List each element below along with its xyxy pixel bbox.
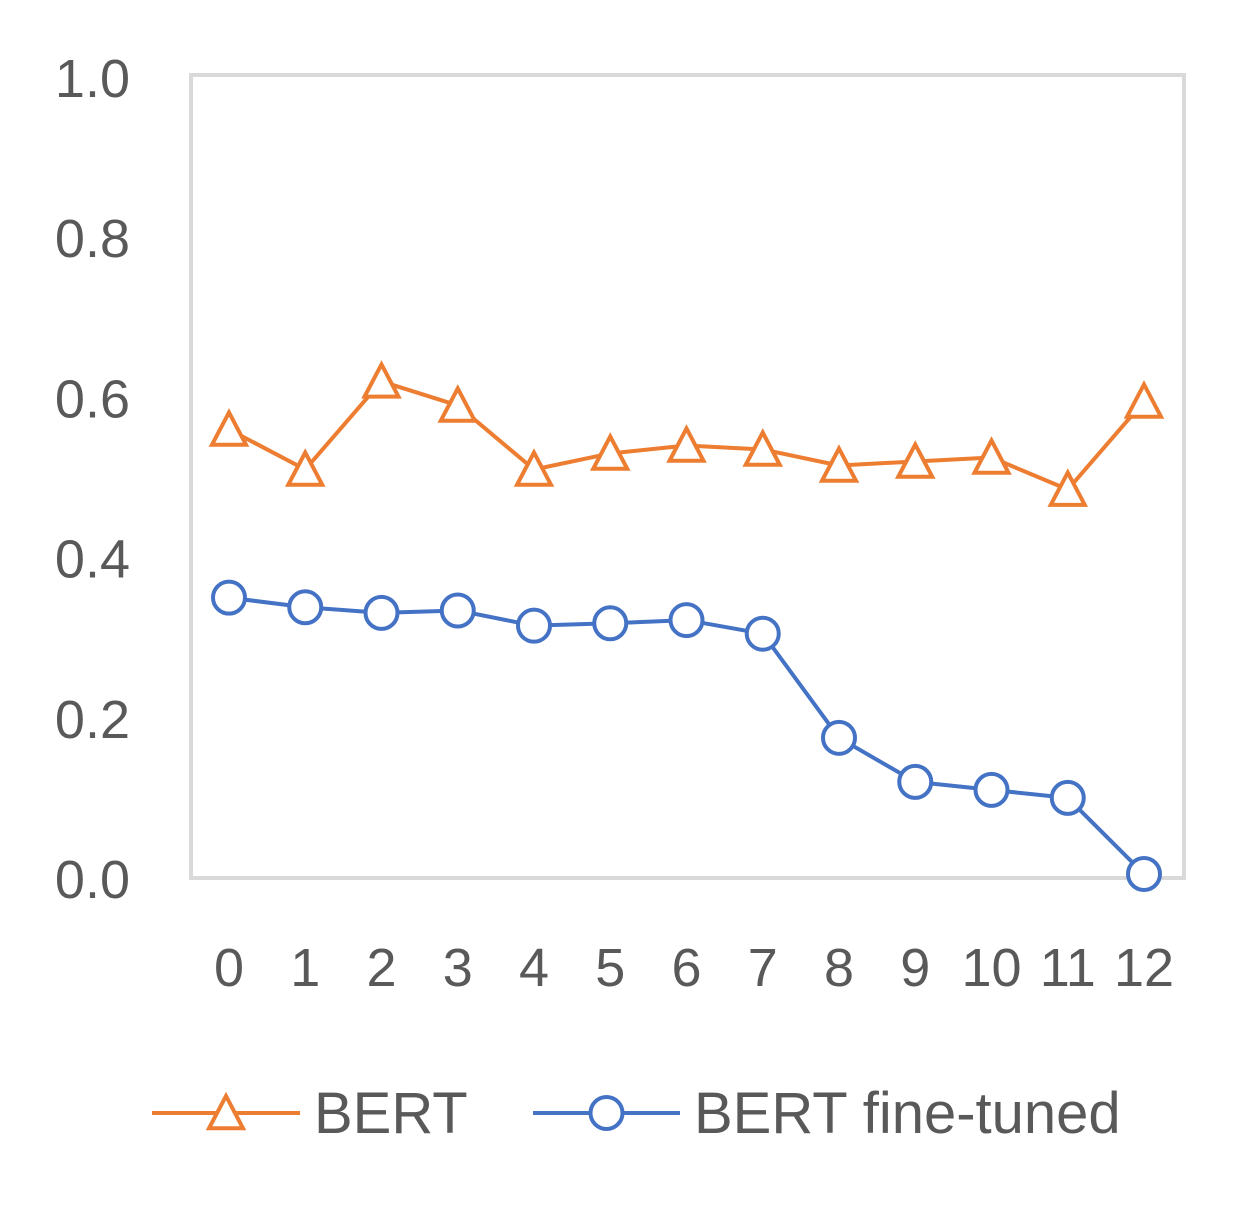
legend: BERT BERT fine-tuned xyxy=(152,1081,1121,1146)
y-tick-label: 0.4 xyxy=(55,530,130,590)
y-tick-label: 0.8 xyxy=(55,209,130,269)
circle-marker xyxy=(744,615,781,652)
x-tick-label: 11 xyxy=(1040,938,1096,998)
x-tick-label: 4 xyxy=(519,938,549,998)
circle-marker xyxy=(1126,855,1162,892)
x-tick-label: 6 xyxy=(671,938,701,998)
legend-item: BERT xyxy=(152,1081,468,1146)
legend-triangle-marker xyxy=(205,1091,247,1131)
circle-marker xyxy=(592,605,629,642)
triangle-marker xyxy=(208,408,250,447)
x-tick-label: 7 xyxy=(748,938,778,998)
triangle-marker xyxy=(284,448,326,487)
circle-marker xyxy=(668,602,705,639)
triangle-marker xyxy=(1123,380,1165,419)
series-bert-fine-tuned xyxy=(211,579,1162,892)
circle-marker xyxy=(1049,779,1086,816)
x-tick-label: 1 xyxy=(290,938,320,998)
x-tick-label: 3 xyxy=(443,938,473,998)
legend-label: BERT xyxy=(314,1081,468,1146)
x-tick-label: 10 xyxy=(961,938,1021,998)
legend-label: BERT fine-tuned xyxy=(694,1081,1121,1146)
legend-circle-marker xyxy=(588,1095,625,1131)
circle-marker xyxy=(973,771,1010,808)
circle-marker xyxy=(363,594,400,631)
x-tick-label: 8 xyxy=(824,938,854,998)
y-axis-tick-labels: 0.0 0.2 0.4 0.6 0.8 1.0 xyxy=(55,49,130,910)
triangle-marker xyxy=(894,440,936,479)
y-tick-label: 1.0 xyxy=(55,49,130,109)
circle-marker xyxy=(287,589,324,626)
circle-marker xyxy=(821,719,857,756)
series-line xyxy=(228,595,1146,876)
x-tick-label: 5 xyxy=(595,938,625,998)
triangle-marker xyxy=(742,428,784,467)
triangle-marker xyxy=(513,448,555,487)
y-tick-label: 0.6 xyxy=(55,369,130,429)
x-tick-label: 9 xyxy=(900,938,930,998)
circle-marker xyxy=(516,607,552,644)
x-tick-label: 2 xyxy=(366,938,396,998)
triangle-marker xyxy=(666,424,707,463)
series-layer xyxy=(208,360,1165,892)
plot-area xyxy=(189,73,1186,880)
x-axis-tick-labels: 0 1 2 3 4 5 6 7 8 9 10 11 12 xyxy=(214,938,1174,998)
y-tick-label: 0.0 xyxy=(55,850,130,910)
triangle-marker xyxy=(589,432,631,471)
series-bert xyxy=(208,360,1165,507)
x-tick-label: 12 xyxy=(1114,938,1174,998)
triangle-marker xyxy=(1047,468,1089,507)
circle-marker xyxy=(211,579,247,616)
triangle-marker xyxy=(437,384,479,423)
triangle-marker xyxy=(361,360,402,399)
circle-marker xyxy=(897,763,934,800)
legend-item: BERT fine-tuned xyxy=(533,1081,1121,1146)
x-tick-label: 0 xyxy=(214,938,244,998)
y-tick-label: 0.2 xyxy=(55,690,130,750)
triangle-marker xyxy=(971,436,1012,475)
circle-marker xyxy=(439,592,476,629)
triangle-marker xyxy=(818,444,860,483)
